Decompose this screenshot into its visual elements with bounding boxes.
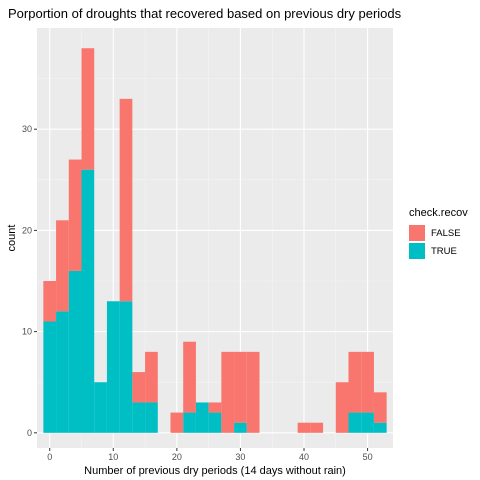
bar-false: [246, 351, 260, 433]
bar-false: [297, 422, 311, 433]
bar-true: [132, 402, 146, 433]
bar-false: [56, 220, 69, 312]
bar-true: [106, 301, 120, 433]
x-tick-label: 0: [47, 452, 52, 462]
axis-ticks: [34, 128, 369, 451]
bar-true: [373, 422, 387, 433]
bar-true: [43, 321, 57, 433]
bar-false: [119, 98, 133, 302]
legend-title: check.recov: [409, 207, 468, 219]
bar-true: [145, 402, 158, 433]
bar-true: [81, 169, 95, 433]
bar-false: [145, 351, 158, 403]
bar-false: [43, 281, 57, 322]
legend-key-false: [409, 225, 425, 241]
bar-false: [221, 351, 235, 433]
bar-true: [56, 311, 69, 433]
y-tick-label: 10: [22, 327, 32, 337]
y-tick-label: 0: [27, 428, 32, 438]
bar-false: [373, 392, 387, 423]
bar-true: [94, 382, 107, 433]
bar-true: [208, 412, 222, 433]
bar-true: [234, 422, 247, 433]
x-tick-label: 40: [299, 452, 309, 462]
axis-tick-labels: 0 10 20 30 40 50 0 10 20 30: [22, 124, 373, 462]
y-axis-title: count: [6, 225, 18, 252]
legend-key-true: [409, 243, 425, 259]
bar-true: [348, 412, 362, 433]
legend-label-false: FALSE: [431, 227, 461, 239]
bar-false: [183, 341, 196, 413]
legend-label-true: TRUE: [431, 245, 457, 257]
legend-item-true: TRUE: [409, 242, 468, 260]
bar-false: [361, 351, 374, 413]
bar-true: [183, 412, 196, 433]
bar-true: [361, 412, 374, 433]
bar-true: [68, 270, 82, 433]
bars: [43, 48, 387, 433]
x-axis-title: Number of previous dry periods (14 days …: [84, 465, 346, 477]
y-tick-label: 30: [22, 124, 32, 134]
legend: check.recov FALSE TRUE: [409, 207, 468, 260]
bar-false: [310, 422, 324, 433]
chart-title: Porportion of droughts that recovered ba…: [8, 6, 402, 21]
x-tick-label: 10: [108, 452, 118, 462]
y-tick-label: 20: [22, 225, 32, 235]
bar-false: [208, 402, 222, 413]
bar-false: [348, 351, 362, 413]
bar-false: [234, 351, 247, 423]
panel-background: [37, 28, 393, 448]
bar-false: [68, 159, 82, 271]
bar-false: [170, 412, 184, 433]
bar-false: [132, 372, 146, 403]
x-tick-label: 50: [363, 452, 373, 462]
bar-false: [81, 48, 95, 170]
bar-false: [335, 382, 349, 433]
bar-true: [195, 402, 209, 433]
legend-item-false: FALSE: [409, 224, 468, 242]
x-tick-label: 30: [235, 452, 245, 462]
bar-true: [119, 301, 133, 433]
x-tick-label: 20: [172, 452, 182, 462]
